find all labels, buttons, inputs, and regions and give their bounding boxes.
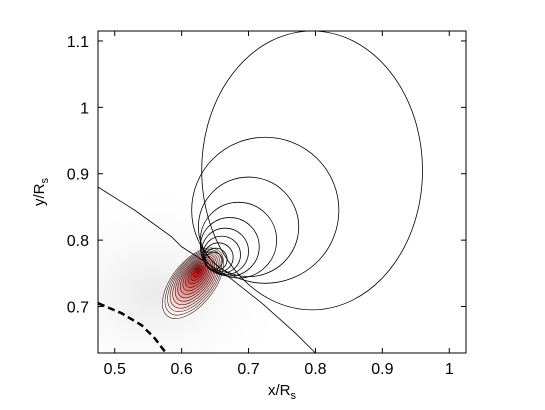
solar-surface-dashed-line <box>98 302 166 353</box>
axes-frame <box>97 30 467 354</box>
field-lines <box>191 31 423 311</box>
field-line-loop <box>202 235 241 274</box>
x-tick-label: 0.6 <box>171 361 193 378</box>
field-line-loop <box>199 201 278 279</box>
x-axis-label: x/Rs <box>268 382 297 402</box>
separatrix-line <box>98 186 316 353</box>
field-line-loop <box>203 242 234 273</box>
field-line-loop <box>199 217 260 277</box>
field-line-loop <box>201 31 423 311</box>
field-line-loop <box>203 247 228 272</box>
y-axis-label: y/Rs <box>31 178 51 207</box>
y-tick-label: 1 <box>80 100 89 117</box>
x-tick-label: 0.9 <box>371 361 393 378</box>
density-contour-level <box>195 267 201 274</box>
y-tick-label: 0.8 <box>67 233 89 250</box>
field-line-loop <box>204 251 223 270</box>
field-line-loop <box>191 136 340 284</box>
plot-area <box>98 31 423 353</box>
x-tick-label: 0.8 <box>304 361 326 378</box>
y-tick-label: 0.9 <box>67 167 89 184</box>
x-tick-label: 0.5 <box>104 361 126 378</box>
x-tick-label: 0.7 <box>237 361 259 378</box>
y-tick-label: 0.7 <box>67 300 89 317</box>
x-tick-label: 1 <box>445 361 454 378</box>
y-tick-label: 1.1 <box>67 34 89 51</box>
axis-ticks: 0.5 0.6 0.7 0.8 0.9 1 0.7 0.8 0.9 1 1.1 <box>67 31 466 378</box>
